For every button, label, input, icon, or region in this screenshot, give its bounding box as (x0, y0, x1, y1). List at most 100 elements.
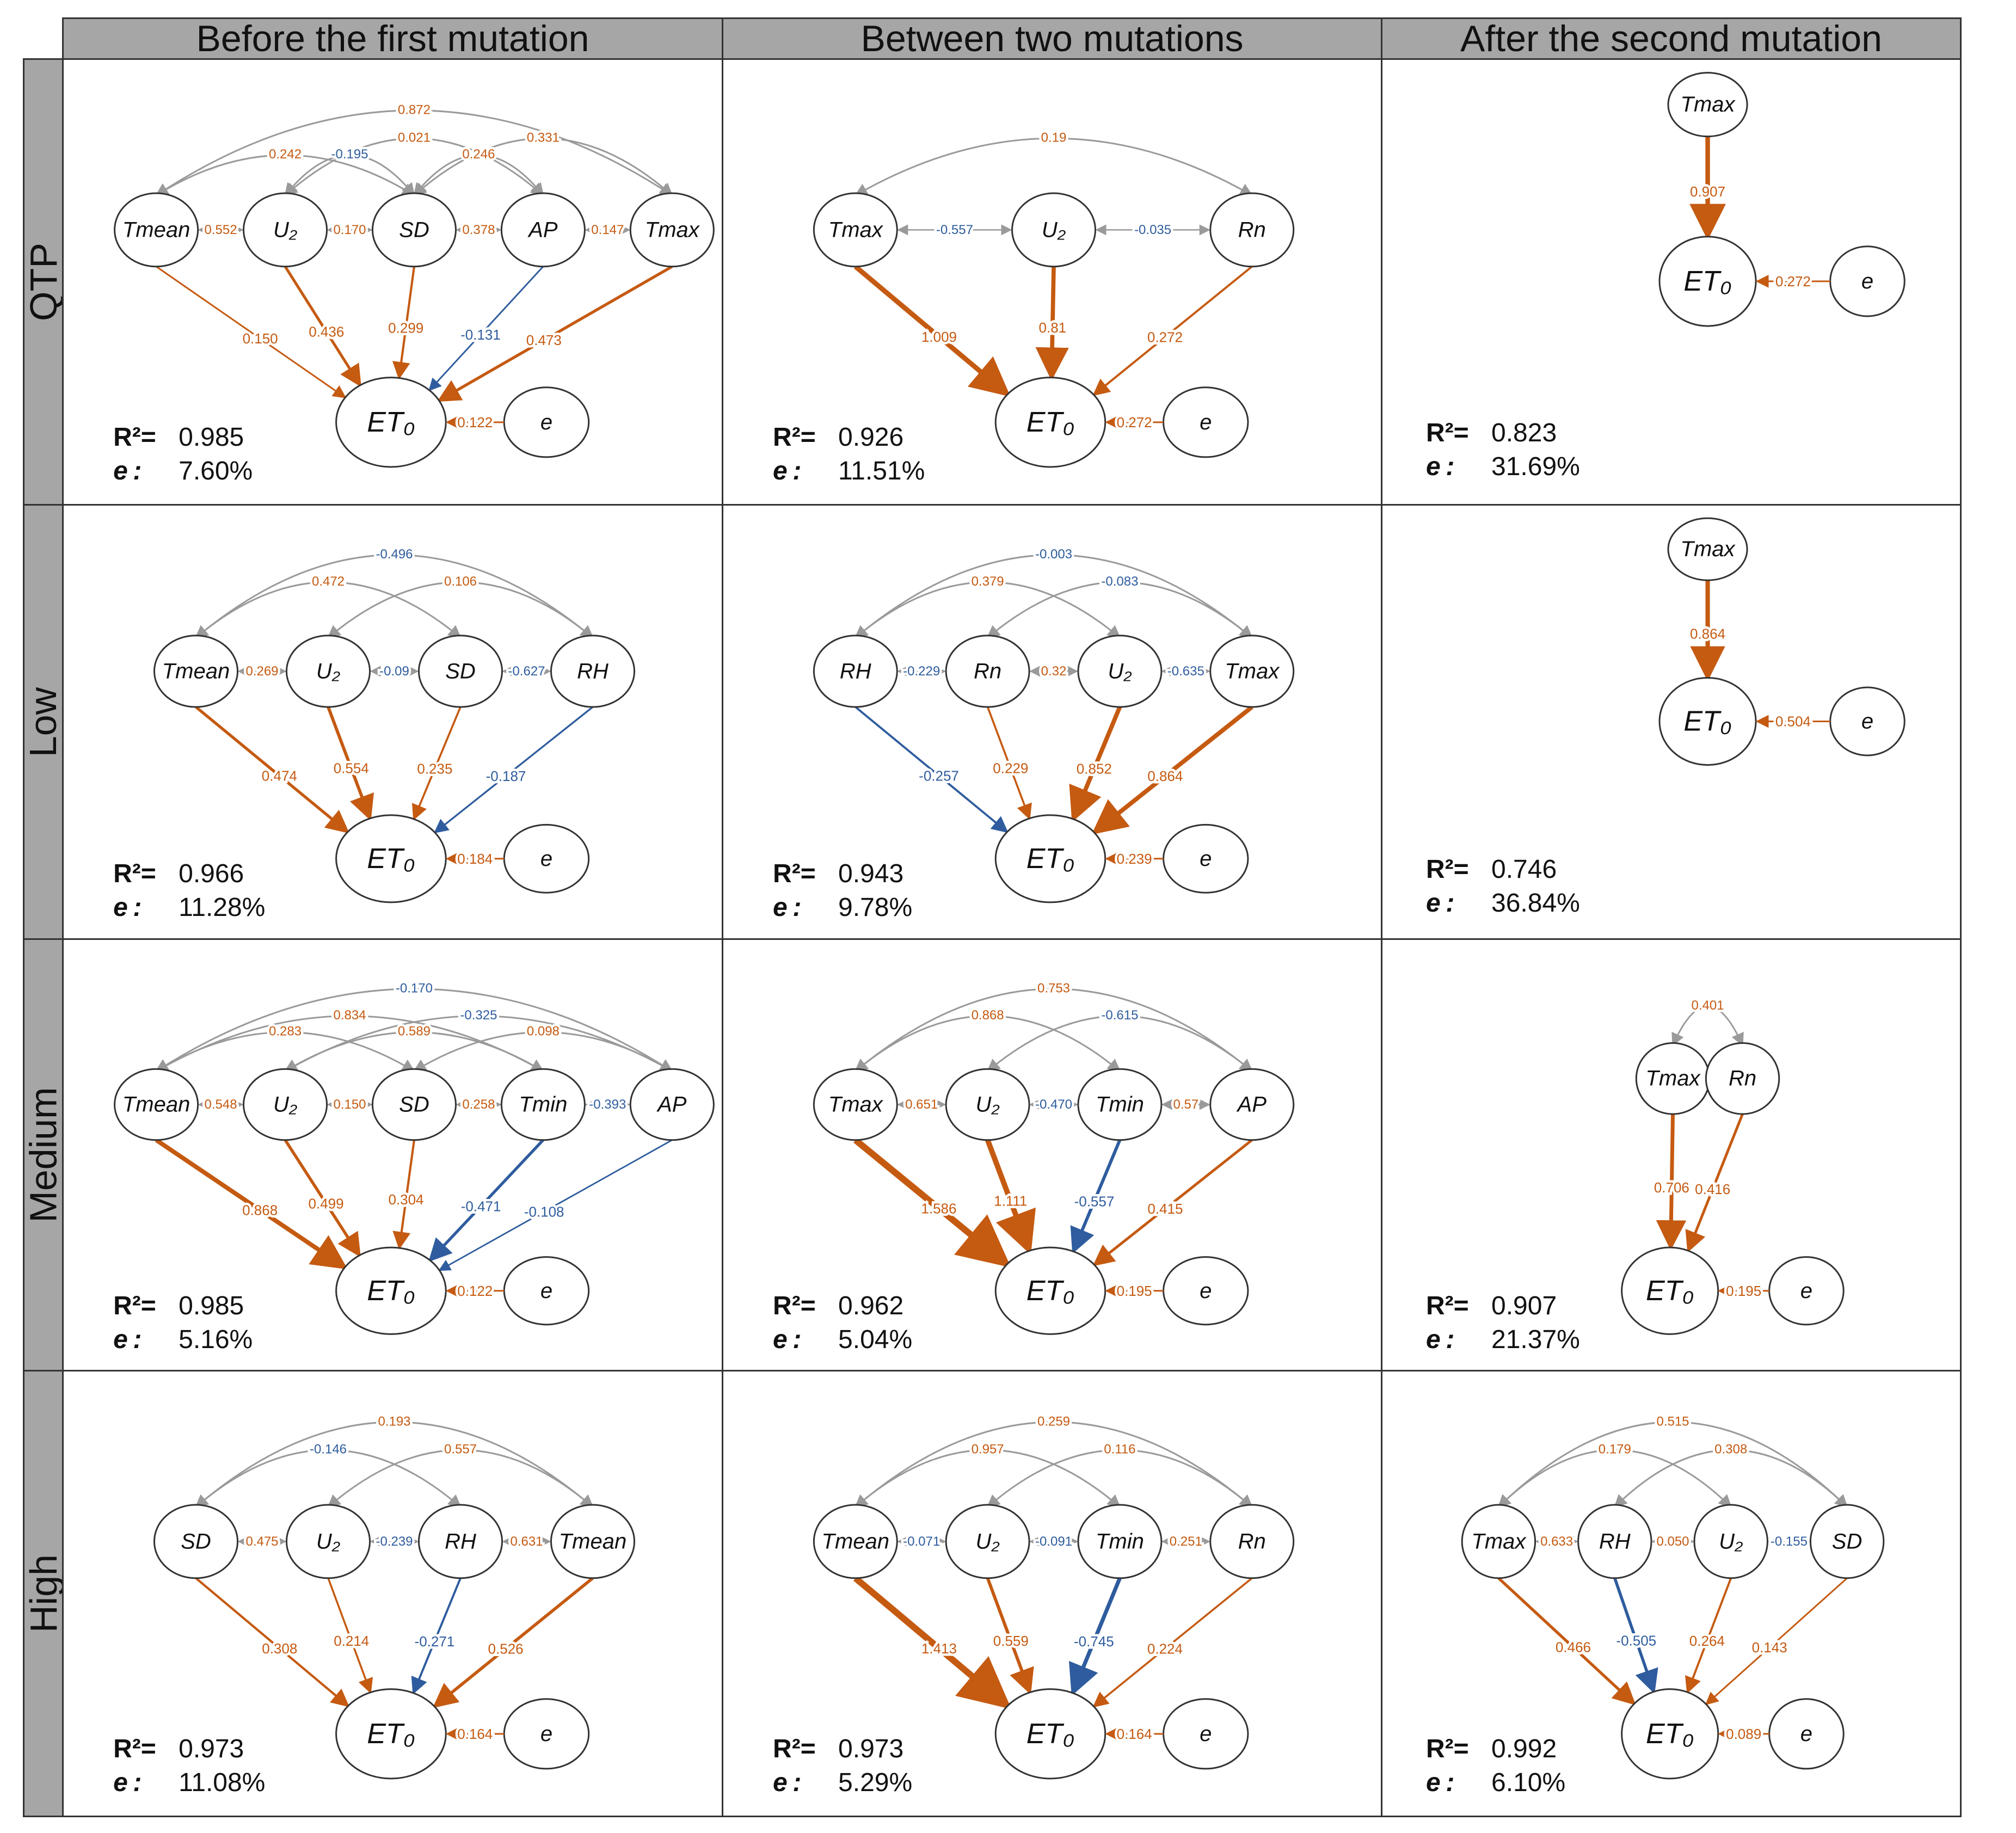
direct-path-arrow (428, 266, 544, 391)
variable-node (1011, 192, 1096, 268)
et0-label: ET₀ (1683, 705, 1731, 737)
r-squared: R²= 0.962 (773, 1291, 903, 1321)
adjacent-correlation-label: 0.170 (333, 223, 366, 237)
correlation-label: 0.242 (269, 147, 302, 162)
variable-node (1461, 1504, 1536, 1579)
r-squared: R²= 0.985 (113, 422, 244, 452)
error-label: e (1861, 269, 1873, 293)
correlation-label: -0.083 (1101, 574, 1138, 589)
error-percent-value: 7.60% (179, 456, 253, 485)
row-header-low: Low (22, 504, 65, 940)
path-coefficient-label: 1.009 (921, 329, 957, 345)
variable-node (1809, 1504, 1885, 1579)
variable-label: AP (1237, 1092, 1267, 1116)
correlation-arc (854, 1015, 1121, 1072)
error-path-label: 0.122 (457, 414, 493, 430)
adjacent-correlation-label: 0.552 (205, 223, 237, 237)
error-percent-label: e : (1426, 888, 1455, 918)
r-squared-value: 0.746 (1491, 854, 1557, 884)
error-label: e (1200, 410, 1212, 434)
r-squared-value: 0.973 (179, 1734, 244, 1763)
correlation-label: 0.957 (972, 1442, 1004, 1457)
path-coefficient-label: -0.745 (1074, 1633, 1114, 1650)
direct-path-arrow (1070, 1139, 1122, 1254)
direct-path-arrow (392, 1140, 415, 1250)
correlation-arc (1497, 1449, 1732, 1508)
et0-label: ET₀ (1646, 1275, 1694, 1307)
direct-path-arrow (1497, 1577, 1636, 1706)
error-percent-value: 21.37% (1491, 1325, 1580, 1354)
error-percent-label: e : (113, 456, 142, 485)
variable-label: U₂ (1042, 218, 1066, 242)
correlation-label: 0.331 (527, 131, 560, 145)
r-squared: R²= 0.966 (113, 859, 244, 889)
variable-label: SD (399, 1092, 429, 1116)
panel-low-3: 0.864 Tmax ET₀ e 0.504 R²= 0.746 e : 36.84% (1381, 504, 1962, 940)
variable-label: RH (840, 659, 871, 683)
adjacent-correlation-label: 0.631 (510, 1534, 543, 1549)
error-percent: e : 36.84% (1426, 888, 1580, 918)
path-coefficient-label: 1.413 (921, 1640, 957, 1657)
path-coefficient-label: 0.415 (1147, 1201, 1183, 1217)
path-diagram: 0.515 0.179 0.308 0.633 0.050 -0.155 0.466 -0.5… (1461, 1412, 1885, 1780)
adjacent-correlation-label: 0.050 (1656, 1534, 1689, 1549)
variable-label: RH (1599, 1529, 1631, 1553)
variable-node (242, 1068, 328, 1141)
direct-path-arrow (1656, 1114, 1687, 1251)
variable-label: Tmin (519, 1092, 567, 1116)
direct-path-arrow (432, 1577, 594, 1708)
correlation-arc (854, 1421, 1253, 1508)
variable-node (1577, 1504, 1652, 1579)
path-diagram: 0.864 Tmax ET₀ e 0.504 (1658, 517, 1906, 766)
error-percent: e : 5.29% (773, 1768, 912, 1798)
variable-label: Tmax (1681, 537, 1736, 561)
correlation-arc (195, 554, 594, 639)
path-diagram: 0.193 -0.146 0.557 0.475 -0.239 0.631 0.308 0.2… (153, 1412, 636, 1780)
variable-label: Rn (1238, 1529, 1266, 1553)
r-squared-label: R²= (1426, 854, 1469, 884)
variable-label: Rn (974, 659, 1001, 683)
variable-label: Tmean (122, 1092, 190, 1116)
adjacent-correlation-label: 0.651 (905, 1097, 938, 1112)
et0-label: ET₀ (1646, 1718, 1694, 1750)
r-squared-label: R²= (113, 1734, 156, 1763)
panel-high-3: 0.515 0.179 0.308 0.633 0.050 -0.155 0.466 -0.5… (1381, 1370, 1962, 1817)
variable-label: SD (445, 659, 476, 683)
path-coefficient-label: 0.554 (334, 760, 369, 777)
adjacent-correlation-label: -0.393 (589, 1097, 626, 1112)
adjacent-correlation-label: 0.57 (1173, 1097, 1198, 1112)
row-label-medium: Medium (22, 1087, 65, 1223)
correlation-label: 0.401 (1691, 998, 1724, 1013)
correlation-arc (195, 1449, 462, 1508)
direct-path-arrow (853, 1137, 1011, 1268)
correlation-arc (854, 1449, 1121, 1508)
correlation-label: 0.379 (972, 574, 1004, 589)
error-label: e (1800, 1279, 1812, 1303)
r-squared-value: 0.823 (1491, 418, 1557, 447)
correlation-arc (1497, 1421, 1848, 1508)
r-squared-label: R²= (113, 422, 156, 452)
error-percent-value: 31.69% (1491, 452, 1580, 481)
path-diagram: 0.907 Tmax ET₀ e 0.272 (1658, 72, 1906, 327)
r-squared-label: R²= (773, 1291, 816, 1320)
r-squared: R²= 0.907 (1426, 1291, 1557, 1321)
r-squared: R²= 0.823 (1426, 418, 1557, 448)
variable-node (629, 192, 715, 268)
path-coefficient-label: 0.436 (309, 324, 344, 340)
direct-path-arrow (1705, 1577, 1848, 1706)
correlation-label: 0.308 (1714, 1442, 1747, 1457)
error-percent: e : 5.04% (773, 1325, 912, 1355)
error-percent-label: e : (1426, 452, 1455, 481)
correlation-arc (986, 581, 1253, 639)
adjacent-correlation-label: -0.470 (1035, 1097, 1072, 1112)
variable-node (550, 635, 636, 708)
correlation-label: 0.259 (1037, 1414, 1070, 1429)
path-coefficient-label: 0.864 (1147, 768, 1183, 784)
error-label: e (1200, 1279, 1212, 1303)
correlation-arc (854, 137, 1253, 196)
error-percent: e : 21.37% (1426, 1325, 1580, 1355)
correlation-arc (854, 988, 1253, 1072)
error-path-label: 0.184 (457, 851, 493, 867)
et0-label: ET₀ (367, 407, 415, 438)
et0-label: ET₀ (1027, 1275, 1074, 1307)
